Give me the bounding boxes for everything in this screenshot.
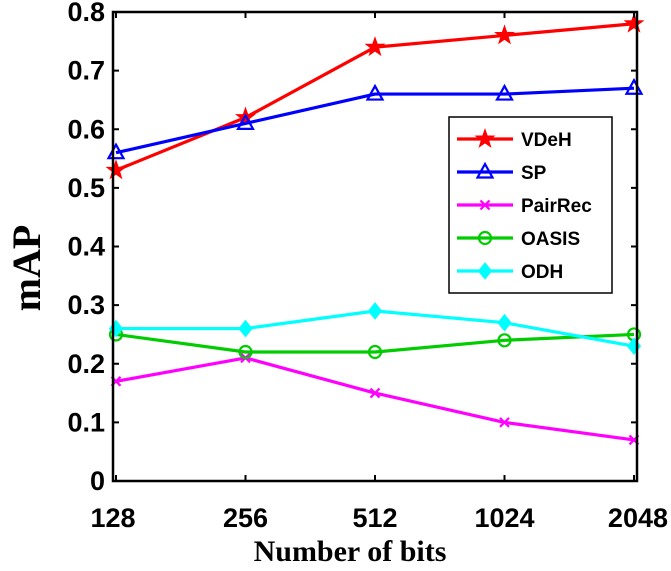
ticks-layer: 0 0.1 0.2 0.3 0.4 0.5 0.6 0.7 0.8 128 256 512 1024 20… (67, 0, 668, 533)
legend-item-vdeh: VDeH (457, 127, 572, 151)
y-tick-label: 0.7 (67, 56, 105, 86)
legend-item-sp: SP (457, 161, 547, 184)
x-tick-label: 128 (90, 503, 135, 533)
x-tick-label: 512 (352, 503, 397, 533)
series-line-pairrec (115, 356, 635, 442)
legend-label: ODH (521, 262, 563, 283)
data-point-odh (367, 302, 383, 320)
y-tick-label: 0 (90, 466, 105, 496)
legend-label: OASIS (521, 229, 580, 250)
data-point-odh (626, 337, 642, 355)
data-point-oasis (497, 333, 512, 348)
legend-label: VDeH (521, 130, 572, 151)
y-tick-label: 0.4 (67, 232, 105, 262)
legend-label: PairRec (521, 196, 592, 217)
legend-marker (479, 199, 491, 211)
data-point-sp (495, 83, 514, 101)
legend-item-pairrec: PairRec (457, 196, 592, 217)
y-tick-label: 0.5 (67, 173, 105, 203)
y-tick-label: 0.2 (67, 349, 105, 379)
data-point-vdeh (105, 159, 127, 180)
data-point-oasis (367, 344, 383, 360)
series-layer (105, 12, 645, 446)
x-axis-label: Number of bits (254, 535, 447, 568)
data-point-pairrec (369, 387, 381, 399)
legend-item-oasis: OASIS (457, 229, 580, 250)
data-point-sp (365, 83, 385, 101)
y-tick-label: 0.3 (67, 290, 105, 320)
data-point-vdeh (623, 12, 645, 33)
legend-marker (477, 230, 493, 246)
data-point-vdeh (364, 36, 386, 57)
y-tick-label: 0.6 (67, 114, 105, 144)
legend-marker (477, 262, 493, 280)
data-point-pairrec (499, 417, 510, 428)
y-axis-label: mAP (4, 225, 49, 312)
data-point-sp (236, 113, 255, 130)
series-line-oasis (115, 332, 635, 354)
legend-label: SP (521, 163, 547, 184)
series-line-sp (115, 86, 635, 155)
legend-marker (475, 161, 495, 179)
x-tick-label: 256 (223, 503, 268, 533)
data-point-vdeh (494, 24, 515, 45)
data-point-odh (238, 319, 253, 338)
legend-item-odh: ODH (457, 262, 563, 283)
series-pairrec (110, 352, 640, 446)
legend: VDeH SP PairRec OASIS ODH (448, 116, 613, 294)
data-point-oasis (238, 344, 253, 360)
legend-marker (474, 127, 496, 148)
x-tick-label: 1024 (474, 503, 534, 533)
y-tick-label: 0.1 (67, 407, 105, 437)
data-point-odh (497, 313, 512, 332)
y-tick-label: 0.8 (67, 0, 105, 27)
x-tick-label: 2048 (608, 503, 668, 533)
